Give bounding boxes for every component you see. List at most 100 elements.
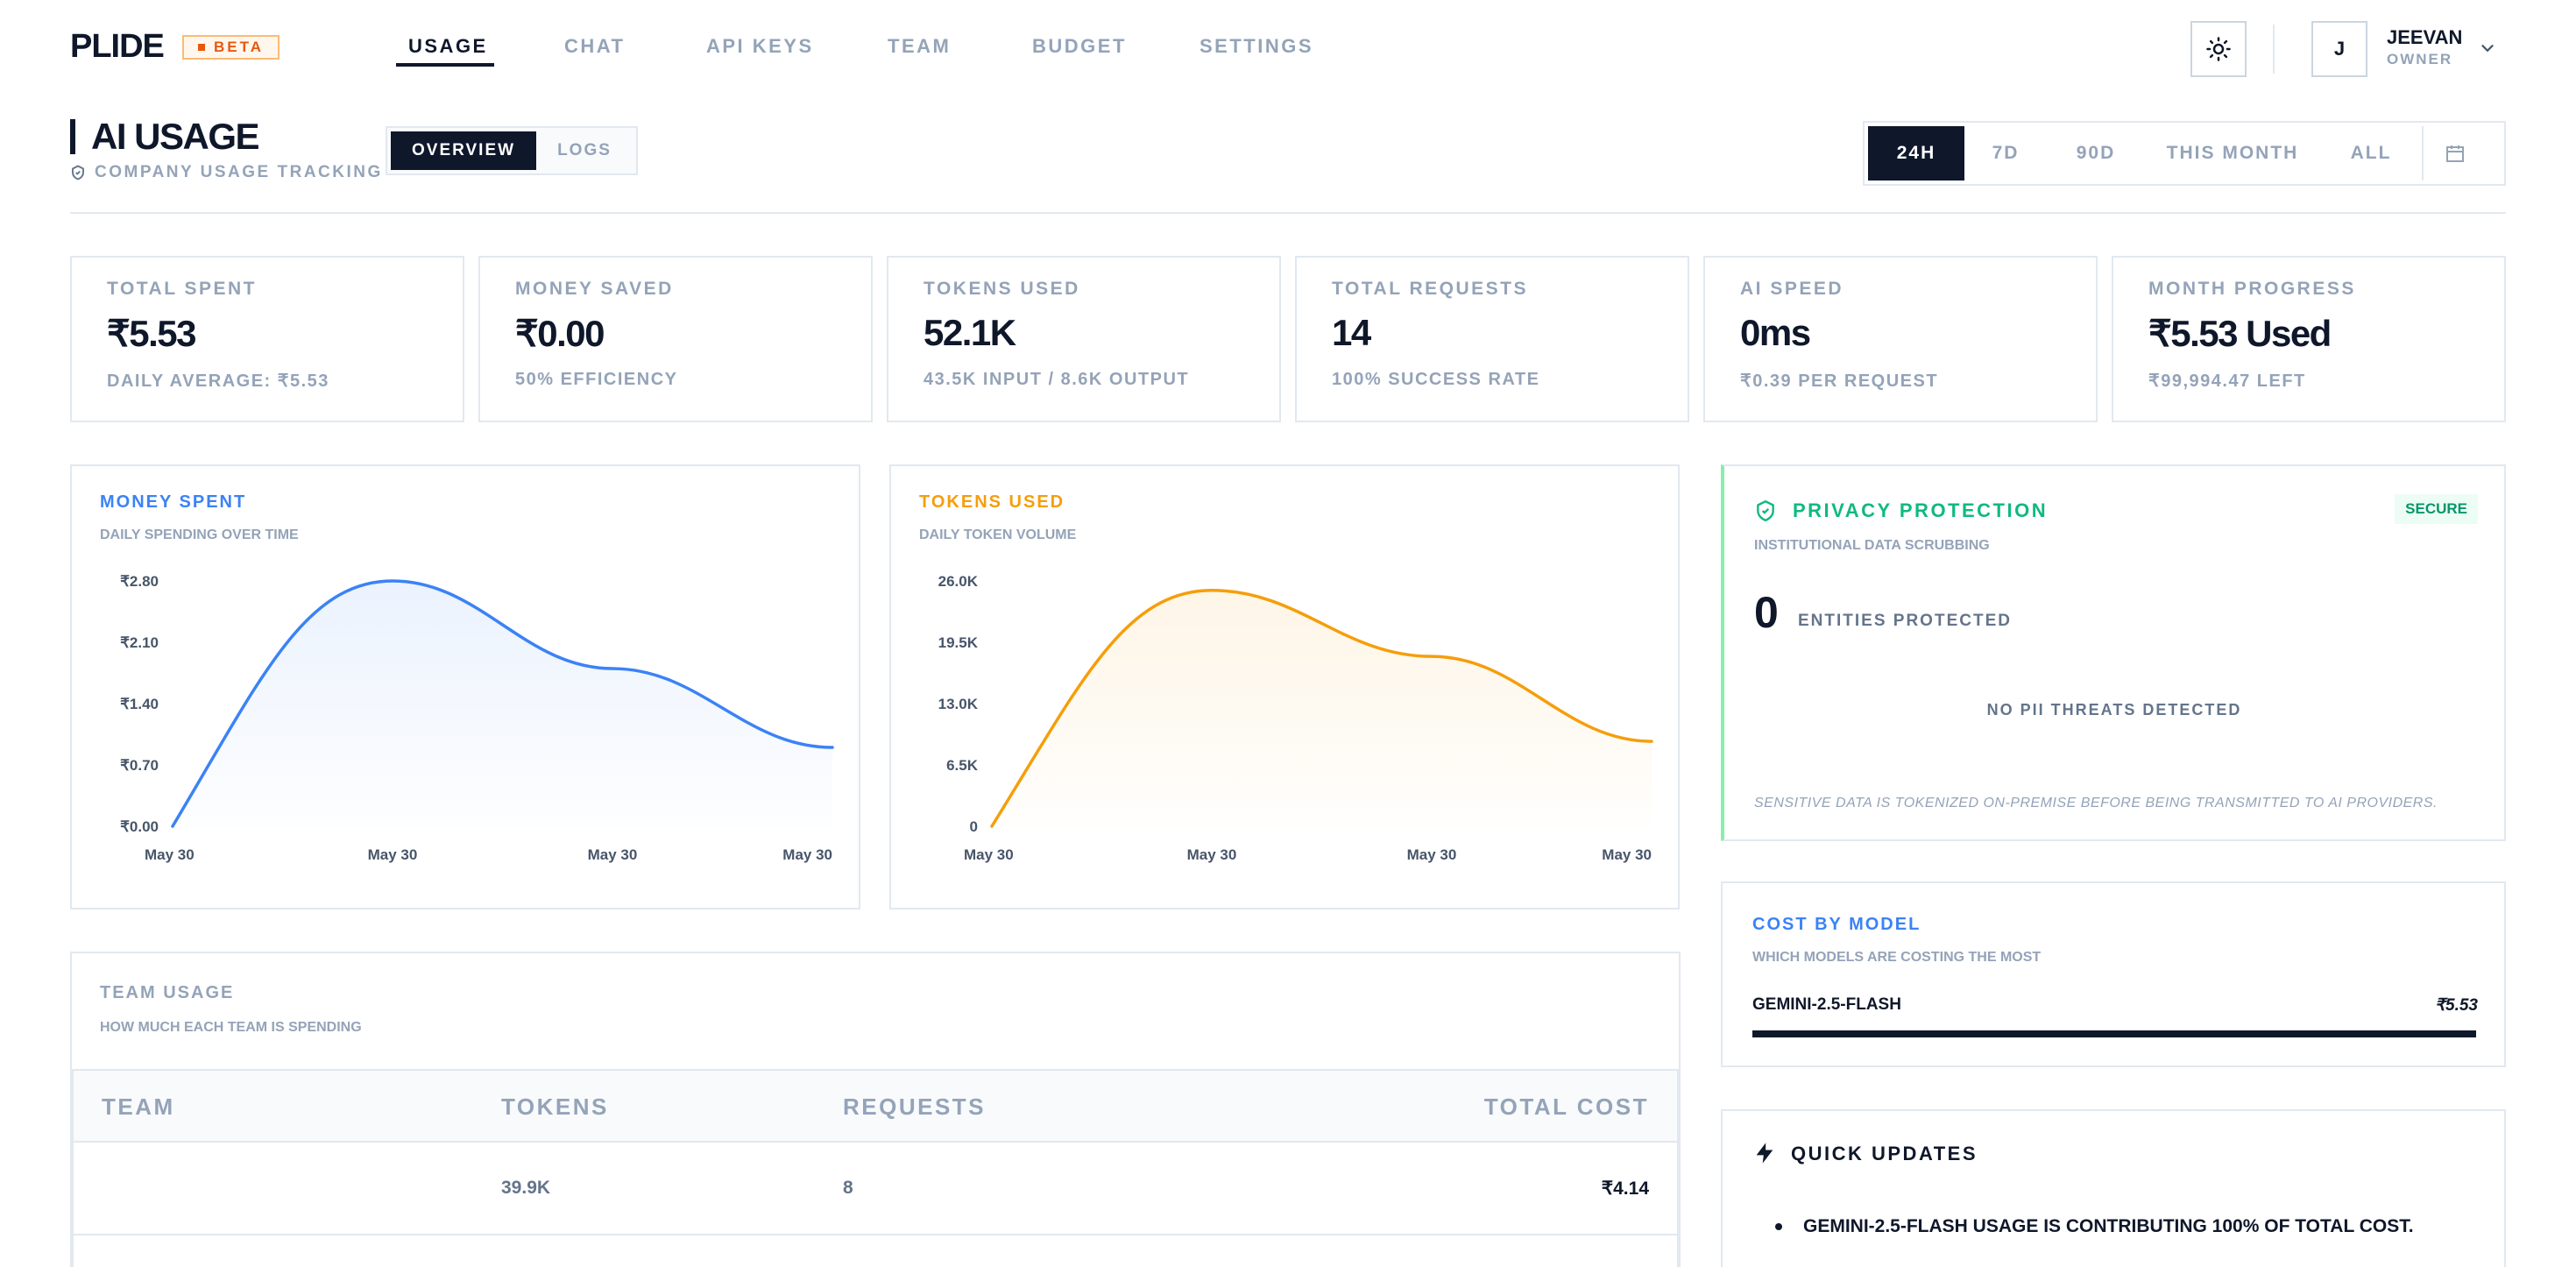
tab-overview[interactable]: OVERVIEW: [391, 131, 537, 170]
column-header-tokens[interactable]: TOKENS: [501, 1094, 609, 1120]
update-item: GEMINI-2.5-FLASH USAGE IS CONTRIBUTING 1…: [1803, 1216, 2414, 1236]
y-tick-label: ₹0.70: [120, 757, 159, 774]
stat-label: TOTAL SPENT: [107, 279, 258, 299]
series-line: [171, 579, 834, 828]
stat-label: AI SPEED: [1740, 279, 1844, 299]
range-all[interactable]: ALL: [2350, 143, 2392, 163]
column-header-total-cost[interactable]: TOTAL COST: [1483, 1094, 1649, 1120]
nav-active-underline: [396, 63, 494, 67]
privacy-subtitle: INSTITUTIONAL DATA SCRUBBING: [1754, 538, 1990, 553]
privacy-title: PRIVACY PROTECTION: [1793, 499, 2049, 521]
y-tick-label: ₹1.40: [120, 696, 159, 712]
stat-card-tokens-used: TOKENS USED 52.1K 43.5K INPUT / 8.6K OUT…: [887, 256, 1281, 422]
x-tick-label: May 30: [1602, 846, 1652, 863]
money-spent-chart-card: MONEY SPENT DAILY SPENDING OVER TIME ₹0.…: [70, 464, 860, 910]
cell-tokens: 39.9K: [501, 1178, 551, 1198]
model-cost-bar-track: [1752, 1030, 2476, 1037]
series-area: [992, 590, 1652, 826]
y-tick-label: 0: [970, 818, 978, 835]
chevron-down-icon[interactable]: [2478, 39, 2497, 58]
quick-updates-card: QUICK UPDATES GEMINI-2.5-FLASH USAGE IS …: [1721, 1109, 2506, 1267]
nav-tab-api-keys[interactable]: API KEYS: [706, 35, 814, 57]
header-divider-line: [70, 212, 2506, 214]
user-role: OWNER: [2387, 51, 2453, 67]
range-90d[interactable]: 90D: [2076, 143, 2116, 163]
stat-label: MONEY SAVED: [515, 279, 674, 299]
stat-sub: 50% EFFICIENCY: [515, 370, 678, 389]
stat-sub: 43.5K INPUT / 8.6K OUTPUT: [924, 370, 1190, 389]
x-tick-label: May 30: [1187, 846, 1237, 863]
table-row[interactable]: [72, 1235, 1679, 1267]
brand-logo[interactable]: PLIDE: [70, 28, 165, 65]
model-cost: ₹5.53: [2434, 996, 2478, 1015]
y-tick-label: 13.0K: [938, 696, 979, 712]
stat-card-total-spent: TOTAL SPENT ₹5.53 DAILY AVERAGE: ₹5.53: [70, 256, 464, 422]
stat-label: TOKENS USED: [924, 279, 1080, 299]
lightning-icon: [1756, 1143, 1773, 1164]
tokens-used-chart-card: TOKENS USED DAILY TOKEN VOLUME 0 6.5K 13.0…: [889, 464, 1680, 910]
calendar-button[interactable]: [2424, 126, 2487, 180]
stat-value: 52.1K: [924, 312, 1016, 353]
nav-tab-chat[interactable]: CHAT: [564, 35, 626, 57]
cost-by-model-subtitle: WHICH MODELS ARE COSTING THE MOST: [1752, 950, 2042, 965]
range-24h[interactable]: 24H: [1868, 126, 1964, 180]
title-accent-bar: [70, 119, 75, 154]
y-tick-label: 19.5K: [938, 634, 979, 651]
stat-value: ₹5.53 Used: [2148, 313, 2332, 354]
page-subtitle-text: COMPANY USAGE TRACKING: [95, 163, 383, 181]
nav-tab-usage[interactable]: USAGE: [408, 35, 488, 57]
user-avatar[interactable]: J: [2311, 21, 2367, 77]
nav-tab-budget[interactable]: BUDGET: [1032, 35, 1127, 57]
tokens-used-chart: 0 6.5K 13.0K 19.5K 26.0K May 30 May 30 May 30 Ma…: [938, 573, 1653, 863]
secure-badge: SECURE: [2395, 494, 2478, 524]
x-tick-label: May 30: [368, 846, 418, 863]
privacy-protection-card: PRIVACY PROTECTION SECURE INSTITUTIONAL …: [1721, 464, 2506, 841]
stat-card-month-progress: MONTH PROGRESS ₹5.53 Used ₹99,994.47 LEF…: [2112, 256, 2506, 422]
stat-value: 0ms: [1740, 312, 1811, 353]
cell-total-cost: ₹4.14: [1601, 1179, 1649, 1199]
page-subtitle: COMPANY USAGE TRACKING: [70, 163, 383, 182]
threat-status: NO PII THREATS DETECTED: [1986, 701, 2242, 718]
chart-title: TOKENS USED: [919, 492, 1065, 512]
x-tick-label: May 30: [782, 846, 832, 863]
beta-label: BETA: [214, 39, 265, 55]
range-7d[interactable]: 7D: [1992, 143, 2020, 163]
column-header-team[interactable]: TEAM: [102, 1094, 175, 1120]
y-tick-label: 6.5K: [946, 757, 979, 774]
theme-toggle-button[interactable]: [2190, 21, 2247, 77]
stat-sub: ₹0.39 PER REQUEST: [1740, 372, 1939, 391]
stat-label: TOTAL REQUESTS: [1332, 279, 1529, 299]
stat-value: ₹5.53: [107, 313, 196, 354]
x-tick-label: May 30: [964, 846, 1014, 863]
entities-count: 0: [1754, 588, 1779, 637]
shield-check-icon: [1757, 499, 1774, 522]
chart-title: MONEY SPENT: [100, 492, 247, 512]
header-divider: [2273, 25, 2275, 74]
calendar-icon: [2446, 145, 2464, 162]
model-name: GEMINI-2.5-FLASH: [1752, 995, 1901, 1014]
team-usage-title: TEAM USAGE: [100, 983, 235, 1002]
chart-subtitle: DAILY TOKEN VOLUME: [919, 527, 1077, 542]
y-tick-label: 26.0K: [938, 573, 979, 590]
user-name[interactable]: JEEVAN: [2387, 26, 2463, 48]
nav-tab-settings[interactable]: SETTINGS: [1200, 35, 1314, 57]
stat-card-money-saved: MONEY SAVED ₹0.00 50% EFFICIENCY: [478, 256, 873, 422]
beta-badge: BETA: [182, 35, 280, 60]
cell-requests: 8: [843, 1178, 853, 1198]
column-header-requests[interactable]: REQUESTS: [843, 1094, 987, 1120]
quick-updates-title: QUICK UPDATES: [1791, 1143, 1978, 1164]
top-navigation: PLIDE BETA USAGE CHAT API KEYS TEAM BUDG…: [0, 0, 2576, 95]
list-bullet: [1775, 1223, 1782, 1230]
beta-dot: [198, 44, 205, 51]
nav-tab-team[interactable]: TEAM: [888, 35, 952, 57]
table-row[interactable]: 39.9K 8 ₹4.14: [72, 1143, 1679, 1235]
tab-logs[interactable]: LOGS: [557, 141, 612, 159]
table-header-row: TEAM TOKENS REQUESTS TOTAL COST: [72, 1069, 1679, 1143]
x-tick-label: May 30: [145, 846, 195, 863]
stat-value: ₹0.00: [515, 313, 605, 354]
x-tick-label: May 30: [588, 846, 638, 863]
cost-by-model-title: COST BY MODEL: [1752, 915, 1921, 934]
range-this-month[interactable]: THIS MONTH: [2166, 143, 2299, 163]
stat-label: MONTH PROGRESS: [2148, 279, 2356, 299]
stat-card-ai-speed: AI SPEED 0ms ₹0.39 PER REQUEST: [1703, 256, 2098, 422]
